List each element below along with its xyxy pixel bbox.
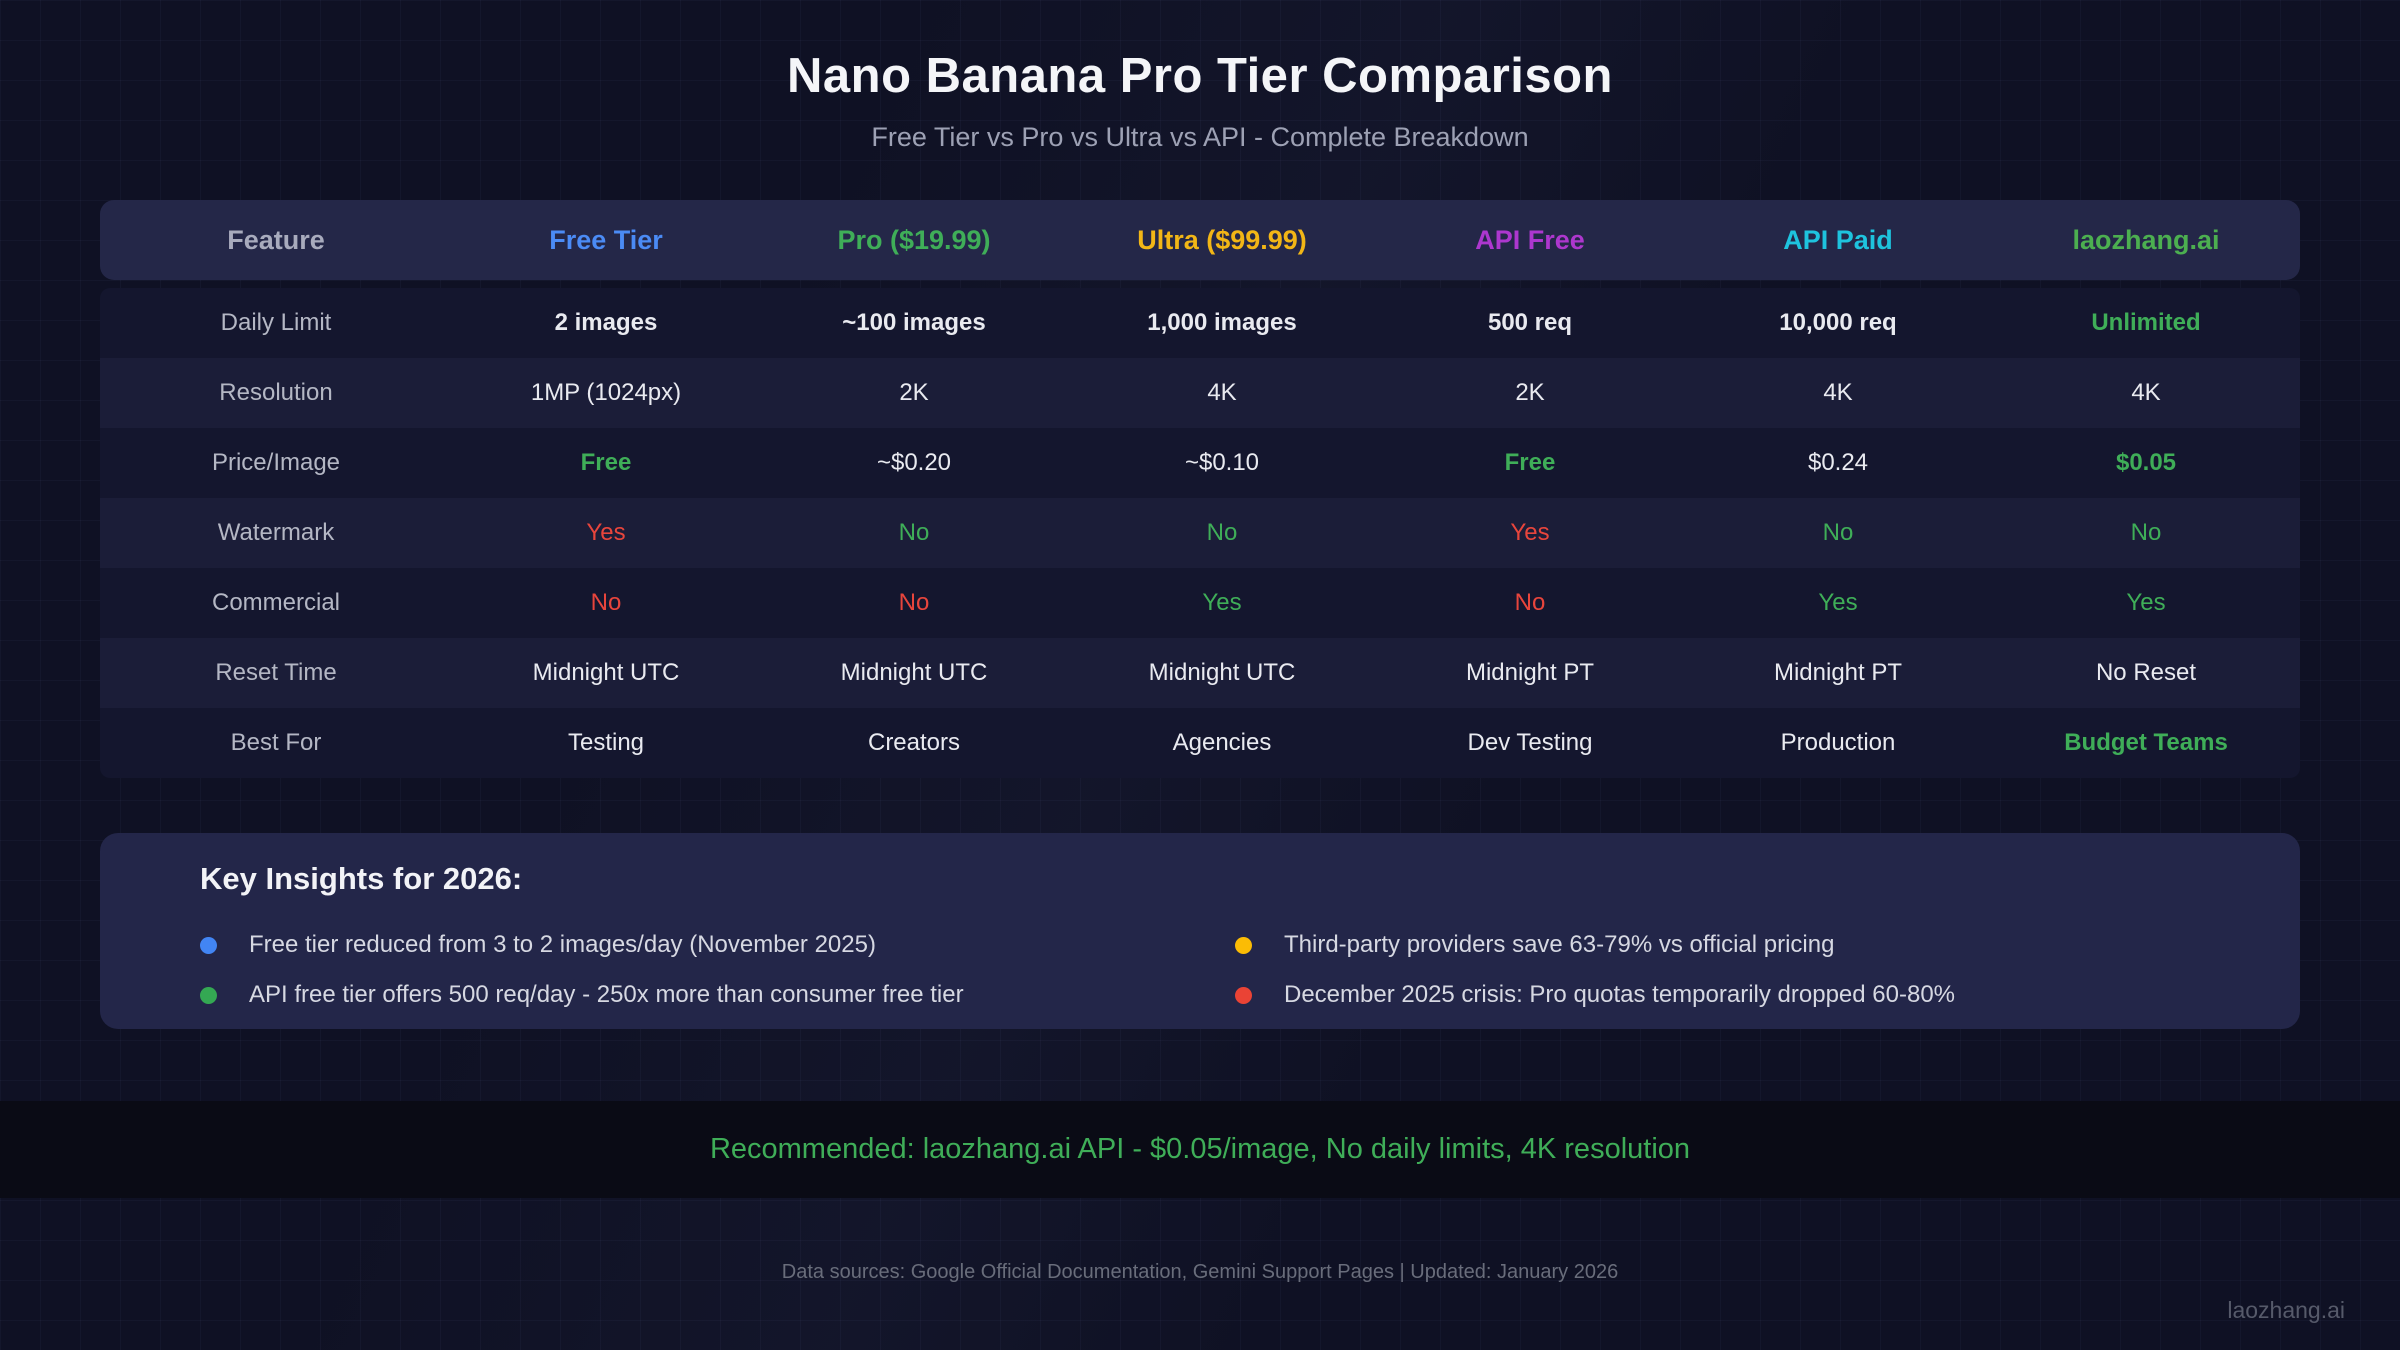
table-cell: 2K [899, 379, 929, 406]
table-cell: 4K [1823, 379, 1853, 406]
table-cell: $0.24 [1807, 449, 1869, 476]
brand-watermark: laozhang.ai [2227, 1297, 2345, 1323]
table-cell: Unlimited [2091, 309, 2201, 336]
table-cell: ~$0.20 [876, 449, 952, 476]
insight-item: API free tier offers 500 req/day - 250x … [200, 981, 1175, 1009]
insight-text: Free tier reduced from 3 to 2 images/day… [249, 931, 876, 958]
table-cell: 10,000 req [1779, 309, 1897, 336]
table-cell: No [590, 589, 622, 616]
table-cell: Midnight UTC [840, 659, 988, 686]
yellow-bullet-icon [1235, 936, 1252, 954]
table-row-commercial: Commercial No No Yes No Yes Yes [100, 568, 2300, 638]
table-cell: Production [1780, 729, 1896, 756]
table-cell: 4K [2131, 379, 2161, 406]
table-row-reset-time: Reset Time Midnight UTC Midnight UTC Midnig… [100, 638, 2300, 708]
table-cell: Midnight PT [1773, 659, 1903, 686]
insight-text: December 2025 crisis: Pro quotas tempora… [1284, 981, 1956, 1008]
insights-panel: Key Insights for 2026: Free tier reduced… [100, 833, 2300, 1029]
table-header-row: Feature Free Tier Pro ($19.99) Ultra ($99.9… [100, 200, 2300, 280]
insight-item: Third-party providers save 63-79% vs off… [1235, 931, 2210, 959]
insight-text: Third-party providers save 63-79% vs off… [1284, 931, 1835, 958]
comparison-table: Daily Limit 2 images ~100 images 1,000 imag… [100, 288, 2300, 778]
table-cell: Yes [1818, 589, 1858, 616]
table-cell: Yes [1202, 589, 1242, 616]
feature-label: Best For [230, 729, 322, 756]
green-bullet-icon [200, 986, 217, 1004]
blue-bullet-icon [200, 936, 217, 954]
insight-item: December 2025 crisis: Pro quotas tempora… [1235, 981, 2210, 1009]
table-cell: 1MP (1024px) [530, 379, 682, 406]
table-cell: 500 req [1487, 309, 1573, 336]
feature-label: Daily Limit [220, 309, 332, 336]
table-cell: No Reset [2095, 659, 2197, 686]
column-header-api-paid: API Paid [1783, 224, 1893, 255]
column-header-pro-19-99: Pro ($19.99) [837, 224, 991, 255]
table-cell: $0.05 [2115, 449, 2177, 476]
insight-text: API free tier offers 500 req/day - 250x … [249, 981, 964, 1008]
table-cell: No [1822, 519, 1854, 546]
page-title: Nano Banana Pro Tier Comparison [787, 49, 1613, 103]
feature-label: Watermark [217, 519, 335, 546]
table-cell: Yes [2126, 589, 2166, 616]
table-cell: Midnight PT [1465, 659, 1595, 686]
column-header-free-tier: Free Tier [549, 224, 663, 255]
table-cell: No [1206, 519, 1238, 546]
table-cell: Creators [867, 729, 961, 756]
column-header-ultra-99-99: Ultra ($99.99) [1137, 224, 1307, 255]
recommendation-text: Recommended: laozhang.ai API - $0.05/ima… [709, 1133, 1691, 1165]
feature-label: Price/Image [211, 449, 341, 476]
table-row-resolution: Resolution 1MP (1024px) 2K 4K 2K 4K 4K [100, 358, 2300, 428]
insight-column: Third-party providers save 63-79% vs off… [1235, 931, 2210, 1009]
table-row-best-for: Best For Testing Creators Agencies Dev Testi… [100, 708, 2300, 778]
column-header-laozhang-ai: laozhang.ai [2072, 224, 2220, 255]
table-cell: Agencies [1172, 729, 1272, 756]
table-row-watermark: Watermark Yes No No Yes No No [100, 498, 2300, 568]
table-cell: ~$0.10 [1184, 449, 1260, 476]
table-cell: Midnight UTC [1148, 659, 1296, 686]
table-cell: Yes [1510, 519, 1550, 546]
table-cell: Testing [567, 729, 645, 756]
red-bullet-icon [1235, 986, 1252, 1004]
table-cell: 1,000 images [1147, 309, 1297, 336]
insights-list: Free tier reduced from 3 to 2 images/day… [200, 931, 2210, 1009]
table-cell: No [1514, 589, 1546, 616]
table-row-daily-limit: Daily Limit 2 images ~100 images 1,000 imag… [100, 288, 2300, 358]
table-cell: No [898, 519, 930, 546]
insights-heading: Key Insights for 2026: [200, 861, 523, 896]
table-cell: Dev Testing [1467, 729, 1593, 756]
column-header-feature: Feature [227, 224, 325, 255]
column-header-api-free: API Free [1475, 224, 1585, 255]
table-cell: Free [1504, 449, 1556, 476]
table-cell: 2 images [554, 309, 658, 336]
insight-column: Free tier reduced from 3 to 2 images/day… [200, 931, 1175, 1009]
table-cell: No [898, 589, 930, 616]
table-cell: Midnight UTC [532, 659, 680, 686]
page-subtitle: Free Tier vs Pro vs Ultra vs API - Compl… [871, 122, 1529, 152]
table-cell: Yes [586, 519, 626, 546]
table-cell: Budget Teams [2064, 729, 2228, 756]
recommendation-banner: Recommended: laozhang.ai API - $0.05/ima… [0, 1101, 2400, 1198]
table-cell: No [2130, 519, 2162, 546]
table-cell: Free [580, 449, 632, 476]
table-cell: 4K [1207, 379, 1237, 406]
table-row-price-image: Price/Image Free ~$0.20 ~$0.10 Free $0.24 $0.0… [100, 428, 2300, 498]
feature-label: Commercial [211, 589, 340, 616]
table-cell: ~100 images [842, 309, 986, 336]
insight-item: Free tier reduced from 3 to 2 images/day… [200, 931, 1175, 959]
feature-label: Resolution [219, 379, 333, 406]
data-sources-note: Data sources: Google Official Documentat… [781, 1261, 1619, 1283]
feature-label: Reset Time [215, 659, 337, 686]
table-cell: 2K [1515, 379, 1545, 406]
